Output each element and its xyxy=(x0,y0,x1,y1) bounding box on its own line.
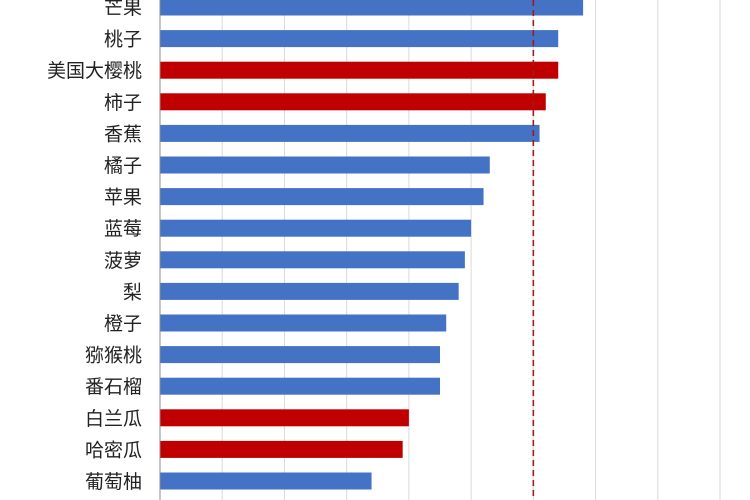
bar-4 xyxy=(160,124,540,142)
bar-2 xyxy=(160,61,559,79)
category-label: 橘子 xyxy=(104,155,142,177)
category-label: 香蕉 xyxy=(104,123,142,145)
category-label: 橙子 xyxy=(104,313,142,335)
bar-3 xyxy=(160,93,546,111)
bar-13 xyxy=(160,409,409,427)
category-label: 白兰瓜 xyxy=(85,408,142,430)
category-label: 梨 xyxy=(123,281,142,303)
bar-9 xyxy=(160,282,459,300)
category-label: 蓝莓 xyxy=(104,218,142,240)
category-label: 菠萝 xyxy=(104,250,142,272)
bar-12 xyxy=(160,377,440,395)
category-label: 美国大樱桃 xyxy=(47,60,142,82)
category-label: 猕猴桃 xyxy=(85,345,142,367)
bar-11 xyxy=(160,346,440,364)
category-label: 哈密瓜 xyxy=(85,439,142,461)
category-label: 柿子 xyxy=(104,92,142,114)
category-label: 番石榴 xyxy=(85,376,142,398)
category-label: 芒果 xyxy=(104,0,142,19)
category-label: 葡萄柚 xyxy=(85,471,142,493)
bar-14 xyxy=(160,440,403,458)
bar-15 xyxy=(160,472,372,490)
bar-10 xyxy=(160,314,447,332)
bar-5 xyxy=(160,156,490,174)
bar-6 xyxy=(160,188,484,206)
category-label: 苹果 xyxy=(104,187,142,209)
bar-0 xyxy=(160,0,584,16)
bar-1 xyxy=(160,30,559,48)
category-label: 桃子 xyxy=(104,29,142,51)
bars xyxy=(160,0,584,490)
bar-8 xyxy=(160,251,465,269)
bar-7 xyxy=(160,219,472,237)
